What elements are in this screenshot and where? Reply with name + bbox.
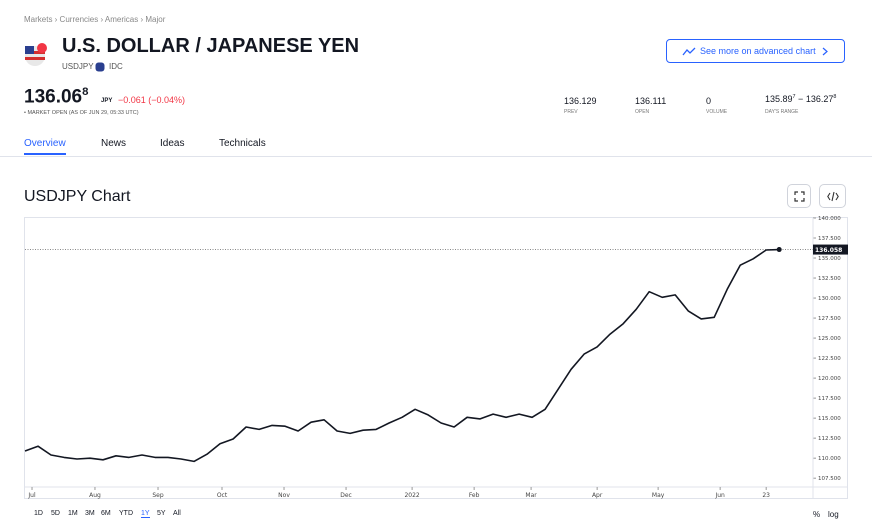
x-tick-label: Feb: [469, 492, 480, 499]
range-sep: −: [798, 94, 804, 104]
price: 136.068: [24, 86, 88, 108]
flag-icon: [25, 43, 47, 66]
divider: [0, 156, 872, 157]
x-tick-label: Oct: [217, 492, 228, 499]
tab[interactable]: Overview: [24, 138, 66, 149]
x-tick-label: Dec: [340, 492, 352, 499]
range-button[interactable]: 3M: [85, 510, 95, 517]
chart-frame: [24, 217, 848, 499]
tab[interactable]: Ideas: [160, 138, 185, 149]
stat-label: VOLUME: [706, 109, 728, 115]
chart-heading: USDJPY Chart: [24, 188, 131, 205]
y-tick-label: 137.500: [818, 236, 841, 242]
fullscreen-button[interactable]: [787, 184, 811, 208]
range-button[interactable]: 1D: [34, 510, 43, 517]
fullscreen-icon: [794, 191, 805, 202]
last-point: [776, 247, 782, 253]
title: U.S. DOLLAR / JAPANESE YEN: [62, 35, 360, 57]
price-main: 136.06: [24, 86, 83, 108]
price-line: [24, 248, 780, 463]
stat-value: 136.111: [635, 96, 667, 106]
currency: JPY: [101, 98, 113, 104]
range-button[interactable]: 1M: [68, 510, 78, 517]
range-low: 135.89: [765, 94, 793, 104]
y-tick-label: 132.500: [818, 276, 841, 282]
y-tick-label: 117.500: [818, 396, 841, 402]
range-low-sup: 7: [792, 94, 796, 100]
x-tick-label: Nov: [278, 492, 290, 499]
range-high: 136.27: [805, 94, 834, 104]
x-tick-label: 23: [762, 492, 770, 499]
range-button[interactable]: 5Y: [157, 510, 166, 517]
y-tick-label: 130.000: [818, 296, 841, 302]
y-tick-label: 127.500: [818, 316, 841, 322]
x-tick-label: Jun: [714, 492, 725, 499]
stat-label: DAY'S RANGE: [765, 109, 799, 115]
x-tick-label: Sep: [152, 492, 164, 499]
tab-underline: [24, 153, 66, 155]
y-tick-label: 112.500: [818, 436, 841, 442]
tab[interactable]: Technicals: [219, 138, 266, 149]
last-price-box: [813, 244, 848, 255]
chevron: [822, 47, 828, 56]
tab[interactable]: News: [101, 138, 127, 149]
x-tick-label: May: [652, 492, 665, 499]
y-tick-label: 140.000: [818, 216, 841, 222]
x-tick-label: 2022: [404, 492, 419, 499]
last-price-label: 136.058: [815, 247, 842, 254]
range-button[interactable]: YTD: [119, 510, 133, 517]
stat-label: PREV: [564, 109, 578, 115]
y-tick-label: 120.000: [818, 376, 841, 382]
y-tick-label: 135.000: [818, 256, 841, 262]
y-tick-label: 125.000: [818, 336, 841, 342]
breadcrumb[interactable]: Markets › Currencies › Americas › Major: [24, 15, 166, 24]
stat-value: 0: [706, 96, 712, 106]
y-tick-label: 107.500: [818, 476, 841, 482]
range-button[interactable]: All: [173, 510, 181, 517]
range-button[interactable]: 6M: [101, 510, 111, 517]
x-tick-label: Jul: [27, 492, 36, 499]
source[interactable]: IDC: [109, 62, 123, 71]
market-status: • MARKET OPEN (AS OF JUN 29, 05:33 UTC): [24, 110, 139, 116]
percent-toggle[interactable]: %: [813, 510, 821, 519]
x-tick-label: Apr: [592, 492, 603, 499]
embed-button[interactable]: [819, 184, 846, 208]
source-icon: [95, 62, 105, 72]
advanced-chart-button[interactable]: See more on advanced chart: [666, 39, 845, 63]
price-sup: 8: [82, 86, 89, 98]
log-toggle[interactable]: log: [828, 510, 839, 519]
symbol: USDJPY: [62, 62, 94, 71]
range-high-sup: 8: [833, 94, 837, 100]
day-range: 135.897 − 136.278: [765, 94, 836, 104]
x-tick-label: Mar: [525, 492, 537, 499]
line-icon: [682, 47, 696, 56]
x-tick-label: Aug: [89, 492, 101, 499]
button-label: See more on advanced chart: [700, 46, 816, 56]
y-tick-label: 122.500: [818, 356, 841, 362]
stat-label: OPEN: [635, 109, 650, 115]
y-tick-label: 115.000: [818, 416, 841, 422]
range-button[interactable]: 5D: [51, 510, 60, 517]
embed-icon: [827, 191, 839, 202]
range-button[interactable]: 1Y: [141, 510, 150, 518]
y-tick-label: 110.000: [818, 456, 841, 462]
change: −0.061 (−0.04%): [118, 95, 186, 105]
stat-value: 136.129: [564, 96, 597, 106]
